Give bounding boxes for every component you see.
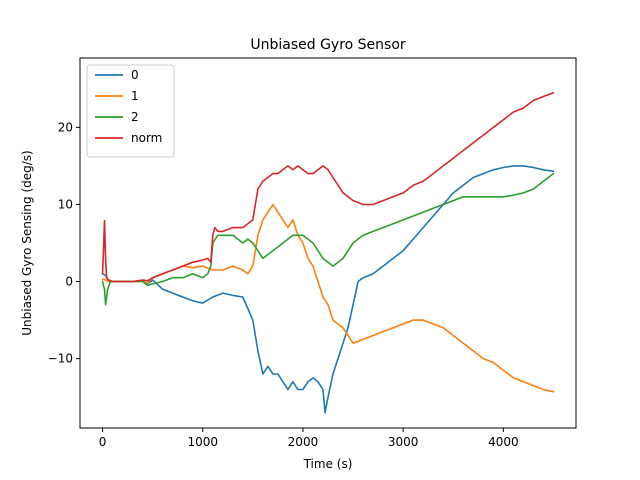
- y-tick-label: 0: [65, 275, 73, 289]
- series-lines: [101, 91, 555, 414]
- legend-label: 0: [131, 68, 139, 82]
- y-tick-label: 20: [58, 120, 73, 134]
- x-tick-label: 2000: [288, 435, 319, 449]
- x-tick-label: 0: [99, 435, 107, 449]
- series-line-2: [101, 172, 555, 306]
- y-axis: −10 0 10 20: [48, 120, 80, 366]
- legend: 0 1 2 norm: [86, 64, 175, 158]
- y-tick-label: 10: [58, 197, 73, 211]
- x-tick-label: 3000: [388, 435, 419, 449]
- y-tick-label: −10: [48, 352, 73, 366]
- y-axis-label: Unbiased Gyro Sensing (deg/s): [20, 150, 34, 336]
- chart-title: Unbiased Gyro Sensor: [250, 37, 406, 53]
- series-line-3: [101, 91, 555, 283]
- plot-frame: [79, 57, 577, 429]
- legend-label: 2: [131, 110, 139, 124]
- legend-label: 1: [131, 89, 139, 103]
- x-axis: 0 1000 2000 3000 4000: [99, 428, 519, 449]
- x-tick-label: 1000: [187, 435, 218, 449]
- x-tick-label: 4000: [488, 435, 519, 449]
- legend-label: norm: [131, 131, 162, 145]
- x-axis-label: Time (s): [303, 457, 353, 471]
- legend-box: [86, 64, 175, 158]
- series-line-0: [101, 165, 555, 414]
